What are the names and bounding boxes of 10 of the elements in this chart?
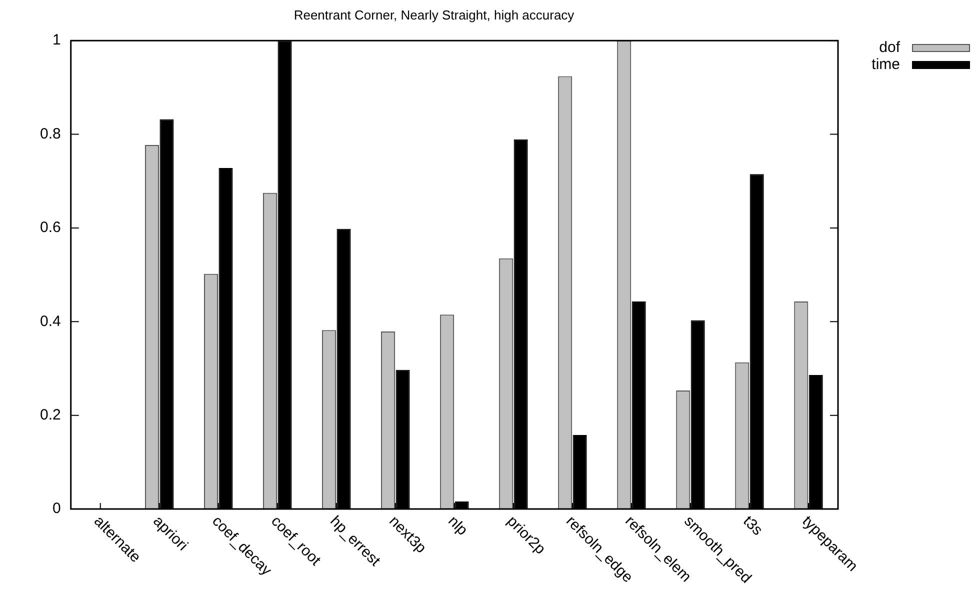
y-tick-label: 1 (52, 32, 61, 49)
y-tick-label: 0.2 (40, 406, 61, 424)
y-tick-label: 0 (52, 500, 61, 518)
chart-title: Reentrant Corner, Nearly Straight, high accuracy (294, 7, 575, 22)
y-tick-label: 0.6 (40, 219, 61, 236)
legend-label: time (872, 56, 900, 74)
y-tick-label: 0.8 (40, 125, 61, 142)
legend-label: dof (879, 39, 901, 56)
y-tick-label: 0.4 (40, 312, 61, 330)
x-tick-label: nlp (444, 512, 471, 539)
